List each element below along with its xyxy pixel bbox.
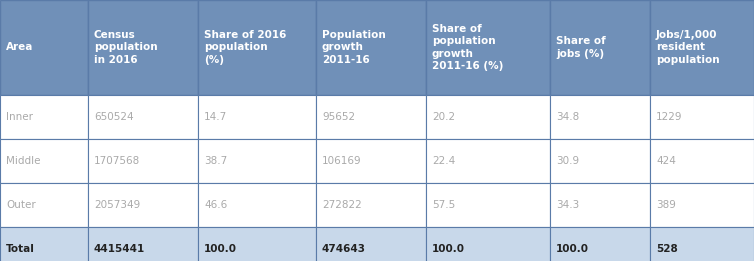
Bar — [550, 227, 650, 261]
Bar — [650, 227, 754, 261]
Text: Total: Total — [6, 244, 35, 254]
Bar — [0, 0, 88, 95]
Text: Outer: Outer — [6, 200, 35, 210]
Text: 100.0: 100.0 — [556, 244, 589, 254]
Bar — [550, 95, 650, 139]
Bar — [426, 95, 550, 139]
Text: Inner: Inner — [6, 112, 33, 122]
Bar — [550, 183, 650, 227]
Text: Area: Area — [6, 43, 33, 52]
Bar — [198, 183, 316, 227]
Bar — [650, 139, 754, 183]
Bar — [426, 227, 550, 261]
Text: 2057349: 2057349 — [94, 200, 140, 210]
Text: 57.5: 57.5 — [432, 200, 455, 210]
Text: 20.2: 20.2 — [432, 112, 455, 122]
Bar — [198, 227, 316, 261]
Text: 389: 389 — [656, 200, 676, 210]
Text: 46.6: 46.6 — [204, 200, 227, 210]
Text: Jobs/1,000
resident
population: Jobs/1,000 resident population — [656, 30, 719, 65]
Bar — [550, 139, 650, 183]
Bar — [88, 95, 198, 139]
Text: Share of
jobs (%): Share of jobs (%) — [556, 36, 605, 59]
Bar — [316, 139, 426, 183]
Text: 95652: 95652 — [322, 112, 355, 122]
Text: 30.9: 30.9 — [556, 156, 579, 166]
Text: 38.7: 38.7 — [204, 156, 227, 166]
Bar — [88, 183, 198, 227]
Text: Population
growth
2011-16: Population growth 2011-16 — [322, 30, 386, 65]
Bar — [198, 139, 316, 183]
Bar — [650, 95, 754, 139]
Bar — [316, 183, 426, 227]
Bar — [198, 0, 316, 95]
Bar — [0, 183, 88, 227]
Bar — [650, 183, 754, 227]
Text: 424: 424 — [656, 156, 676, 166]
Text: Census
population
in 2016: Census population in 2016 — [94, 30, 158, 65]
Text: Share of
population
growth
2011-16 (%): Share of population growth 2011-16 (%) — [432, 24, 504, 71]
Text: Middle: Middle — [6, 156, 41, 166]
Text: 474643: 474643 — [322, 244, 366, 254]
Text: 100.0: 100.0 — [432, 244, 465, 254]
Bar — [88, 139, 198, 183]
Bar — [426, 183, 550, 227]
Bar — [650, 0, 754, 95]
Bar — [198, 95, 316, 139]
Text: 14.7: 14.7 — [204, 112, 227, 122]
Bar — [88, 0, 198, 95]
Text: 34.8: 34.8 — [556, 112, 579, 122]
Text: Share of 2016
population
(%): Share of 2016 population (%) — [204, 30, 287, 65]
Bar — [316, 95, 426, 139]
Text: 100.0: 100.0 — [204, 244, 237, 254]
Text: 34.3: 34.3 — [556, 200, 579, 210]
Bar — [0, 227, 88, 261]
Bar — [316, 227, 426, 261]
Text: 1707568: 1707568 — [94, 156, 140, 166]
Bar — [426, 139, 550, 183]
Text: 4415441: 4415441 — [94, 244, 146, 254]
Bar — [0, 139, 88, 183]
Bar — [550, 0, 650, 95]
Text: 1229: 1229 — [656, 112, 682, 122]
Bar — [316, 0, 426, 95]
Text: 650524: 650524 — [94, 112, 133, 122]
Bar — [88, 227, 198, 261]
Text: 22.4: 22.4 — [432, 156, 455, 166]
Bar — [426, 0, 550, 95]
Text: 106169: 106169 — [322, 156, 362, 166]
Text: 272822: 272822 — [322, 200, 362, 210]
Text: 528: 528 — [656, 244, 678, 254]
Bar — [0, 95, 88, 139]
